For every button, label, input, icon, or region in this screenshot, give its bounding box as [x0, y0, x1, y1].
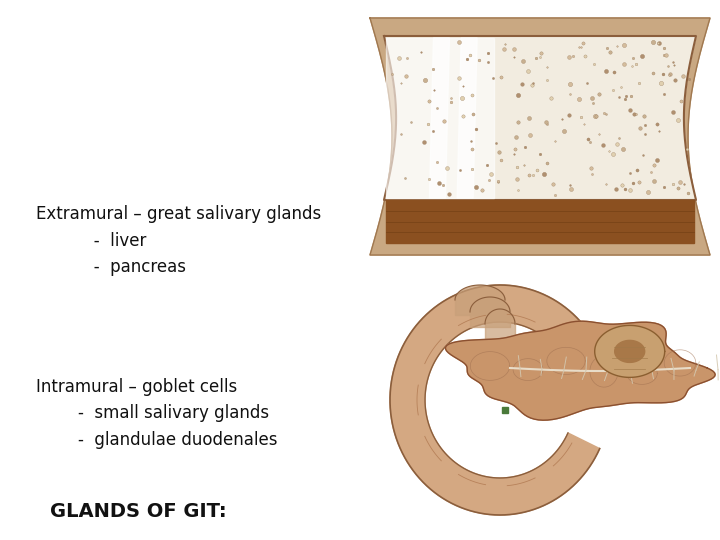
Text: Intramural – goblet cells
        -  small salivary glands
        -  glandulae : Intramural – goblet cells - small saliva… [36, 378, 277, 449]
Polygon shape [390, 285, 600, 515]
Polygon shape [384, 36, 696, 200]
Polygon shape [429, 38, 449, 198]
Text: Extramural – great salivary glands
           -  liver
           -  pancreas: Extramural – great salivary glands - liv… [36, 205, 321, 276]
Polygon shape [457, 38, 477, 198]
Polygon shape [595, 326, 665, 377]
Polygon shape [446, 321, 715, 420]
Polygon shape [386, 38, 494, 198]
Text: GLANDS OF GIT:: GLANDS OF GIT: [50, 502, 227, 521]
Polygon shape [615, 340, 644, 362]
Polygon shape [386, 200, 694, 243]
Polygon shape [370, 18, 710, 255]
